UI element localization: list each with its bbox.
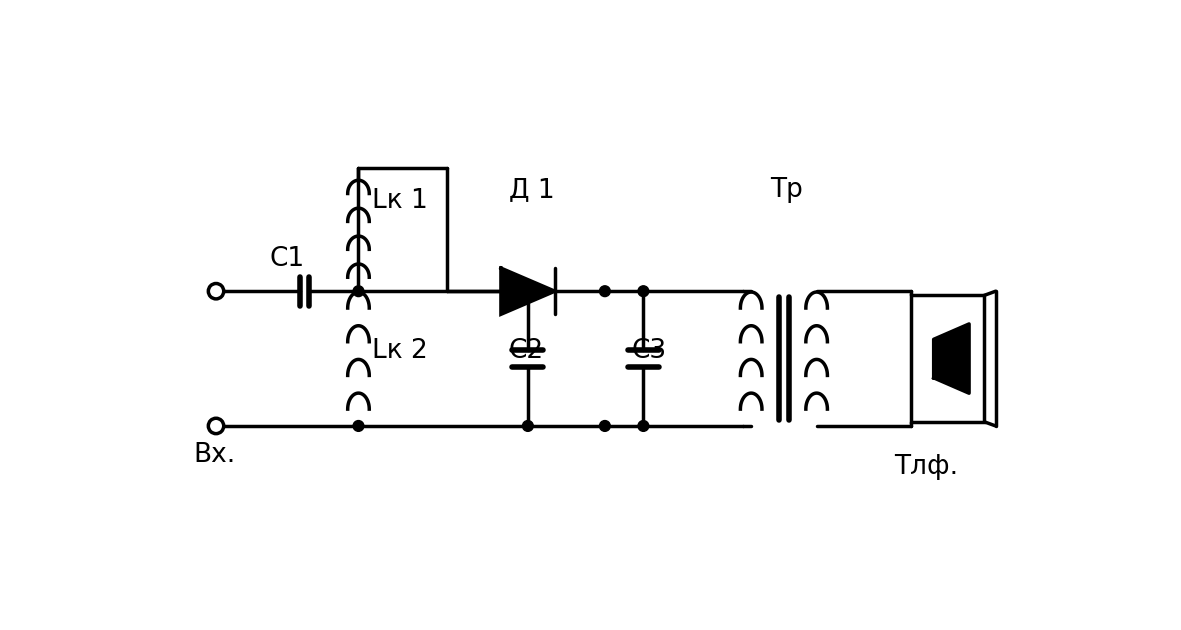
Circle shape bbox=[600, 421, 611, 432]
Text: Lк 2: Lк 2 bbox=[372, 338, 428, 364]
Circle shape bbox=[522, 421, 534, 432]
Text: С2: С2 bbox=[509, 338, 543, 364]
Text: Тр: Тр bbox=[770, 176, 803, 203]
Circle shape bbox=[353, 421, 364, 432]
Text: С1: С1 bbox=[270, 246, 305, 272]
Bar bbox=[911, 295, 984, 421]
Circle shape bbox=[600, 286, 611, 297]
Text: Д 1: Д 1 bbox=[509, 176, 554, 203]
Text: Вх.: Вх. bbox=[193, 442, 235, 468]
Circle shape bbox=[638, 421, 648, 432]
Text: Тлф.: Тлф. bbox=[894, 454, 958, 480]
Polygon shape bbox=[501, 268, 555, 314]
Text: Lк 1: Lк 1 bbox=[372, 188, 428, 214]
Circle shape bbox=[522, 286, 534, 297]
Circle shape bbox=[638, 286, 648, 297]
Text: С3: С3 bbox=[632, 338, 667, 364]
Circle shape bbox=[353, 286, 364, 297]
Polygon shape bbox=[934, 324, 970, 393]
